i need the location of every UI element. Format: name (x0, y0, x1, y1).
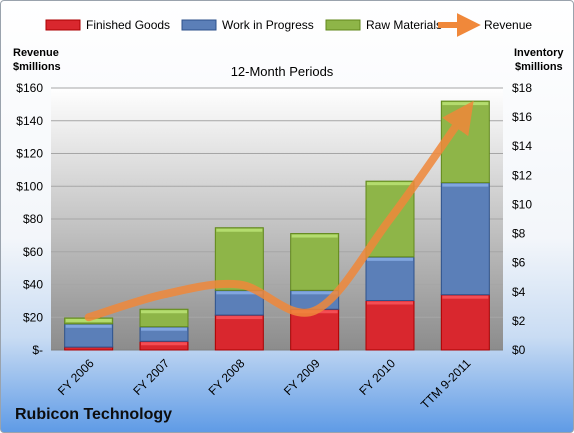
bar-finished-goods (365, 300, 415, 351)
left-tick-label: $140 (16, 114, 43, 128)
left-tick-label: $160 (16, 81, 43, 95)
left-axis: $- $20 $40 $60 $80 $100 $120 $140 $160 (16, 81, 43, 357)
legend-label-work-in-progress: Work in Progress (222, 18, 314, 32)
x-tick-label: FY 2007 (130, 356, 172, 398)
left-tick-label: $100 (16, 179, 43, 193)
bar-raw-materials (290, 233, 340, 291)
right-tick-label: $2 (512, 314, 526, 328)
x-axis: FY 2006 FY 2007 FY 2008 FY 2009 FY 2010 TTM 9… (55, 356, 474, 412)
bar-highlight (442, 183, 489, 187)
x-tick-label: FY 2008 (206, 356, 248, 398)
bar-work-in-progress (365, 256, 415, 302)
bar-highlight (291, 234, 338, 238)
bars-layer (64, 100, 490, 351)
bar-highlight (367, 182, 413, 186)
right-tick-label: $16 (512, 110, 532, 124)
bar-work-in-progress (214, 289, 264, 316)
chart-title: Rubicon Technology (15, 406, 173, 423)
bar-highlight (442, 102, 489, 106)
revenue-line-layer (84, 100, 474, 322)
bar-raw-materials (214, 227, 264, 291)
bar-highlight (216, 228, 263, 232)
left-tick-label: $- (32, 343, 43, 357)
legend-swatch-finished-goods (45, 19, 81, 31)
bar-highlight (141, 342, 187, 346)
left-tick-label: $120 (16, 147, 43, 161)
right-axis-title-line1: Inventory (514, 47, 564, 59)
bar-finished-goods (440, 294, 490, 351)
right-tick-label: $10 (512, 197, 532, 211)
left-tick-label: $60 (23, 245, 43, 259)
right-tick-label: $6 (512, 256, 526, 270)
bar-highlight (216, 316, 263, 320)
bar-highlight (367, 301, 413, 305)
x-tick-label: FY 2009 (281, 356, 323, 398)
bar-highlight (141, 310, 187, 314)
left-tick-label: $80 (23, 212, 43, 226)
left-axis-title-line2: $millions (13, 61, 61, 73)
legend-label-finished-goods: Finished Goods (86, 18, 170, 32)
right-axis: $0 $2 $4 $6 $8 $10 $12 $14 $16 $18 (512, 81, 532, 357)
right-tick-label: $12 (512, 168, 532, 182)
chart-subtitle: 12-Month Periods (231, 64, 334, 79)
right-tick-label: $0 (512, 343, 526, 357)
legend-label-revenue: Revenue (484, 18, 532, 32)
bar-highlight (442, 295, 489, 299)
left-axis-title-line1: Revenue (13, 47, 59, 59)
bar-highlight (141, 327, 187, 331)
left-tick-label: $20 (23, 310, 43, 324)
right-tick-label: $8 (512, 227, 526, 241)
bar-raw-materials (139, 308, 189, 328)
right-tick-label: $14 (512, 139, 532, 153)
bar-highlight (291, 291, 338, 295)
bar-highlight (216, 291, 263, 295)
bar-highlight (367, 257, 413, 261)
x-tick-label: TTM 9-2011 (418, 356, 474, 412)
x-tick-label: FY 2006 (55, 356, 97, 398)
gridlines (51, 87, 503, 351)
legend-label-raw-materials: Raw Materials (366, 18, 442, 32)
right-tick-label: $4 (512, 285, 526, 299)
bar-work-in-progress (440, 182, 490, 296)
legend-swatch-work-in-progress (181, 19, 217, 31)
legend: Finished Goods Work in Progress Raw Materi… (45, 13, 532, 37)
right-tick-label: $18 (512, 81, 532, 95)
x-tick-label: FY 2010 (356, 356, 398, 398)
bar-highlight (65, 324, 112, 328)
right-axis-title-line2: $millions (515, 61, 563, 73)
bar-finished-goods (214, 314, 264, 351)
left-tick-label: $40 (23, 278, 43, 292)
legend-swatch-raw-materials (325, 19, 361, 31)
